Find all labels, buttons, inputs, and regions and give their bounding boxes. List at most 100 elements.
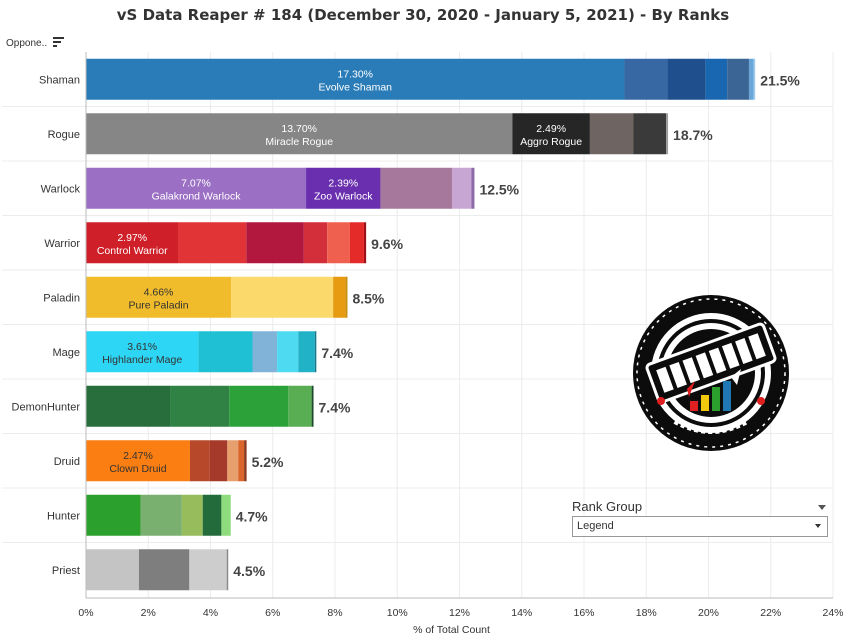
bar-segment — [86, 222, 179, 264]
bar-segment — [189, 440, 210, 482]
y-category-label: Priest — [52, 565, 80, 577]
bar-segment — [705, 58, 728, 100]
x-tick-label: 6% — [265, 607, 280, 619]
bar-segment — [288, 385, 312, 427]
segment-value-label: 2.97% — [117, 232, 147, 244]
bar-segment — [86, 331, 199, 373]
x-tick-label: 8% — [327, 607, 342, 619]
x-tick-label: 14% — [511, 607, 532, 619]
y-category-label: Mage — [52, 347, 80, 359]
bar-segment — [363, 222, 367, 264]
bar-segment — [753, 58, 756, 100]
bar-segment — [178, 222, 247, 264]
bar-segment — [349, 222, 364, 264]
bar-segment — [189, 549, 227, 591]
y-category-label: Paladin — [43, 292, 80, 304]
x-tick-label: 24% — [822, 607, 843, 619]
x-tick-label: 16% — [573, 607, 594, 619]
bar-segment — [138, 549, 190, 591]
x-tick-label: 2% — [141, 607, 156, 619]
bar-segment — [181, 494, 203, 536]
bar-segment — [314, 331, 317, 373]
segment-archetype-label: Galakrond Warlock — [152, 190, 242, 202]
bar-segment — [345, 276, 348, 318]
x-tick-label: 12% — [449, 607, 470, 619]
bar-segment — [252, 331, 278, 373]
x-tick-label: 0% — [78, 607, 93, 619]
bar-segment — [748, 58, 754, 100]
bar-segment — [327, 222, 350, 264]
y-category-label: Warrior — [44, 238, 80, 250]
bar-segment — [277, 331, 299, 373]
x-tick-label: 20% — [698, 607, 719, 619]
bar-segment — [170, 385, 230, 427]
bar-segment — [227, 440, 239, 482]
bar-total-label: 4.7% — [236, 508, 268, 524]
bar-segment — [86, 385, 171, 427]
bars: 17.30%Evolve Shaman 21.5% 13.70%Miracle Ro… — [86, 58, 800, 591]
bar-segment — [333, 276, 346, 318]
bar-total-label: 9.6% — [371, 236, 403, 252]
segment-archetype-label: Aggro Rogue — [520, 136, 582, 148]
chevron-down-icon — [815, 524, 821, 528]
segment-archetype-label: Clown Druid — [109, 463, 166, 475]
bar-segment — [221, 494, 231, 536]
segment-archetype-label: Highlander Mage — [102, 354, 182, 366]
bar-segment — [311, 385, 314, 427]
bar-total-label: 5.2% — [252, 454, 284, 470]
bar-segment — [452, 167, 472, 209]
bar-segment — [624, 58, 668, 100]
x-axis: 0% 2% 4% 6% 8% 10% 12% 14% 16% 18% 20% 22% 24% % of T… — [12, 52, 844, 636]
bar-segment — [298, 331, 315, 373]
segment-value-label: 4.66% — [144, 286, 174, 298]
segment-value-label: 17.30% — [337, 68, 373, 80]
bar-segment — [667, 58, 706, 100]
bar-total-label: 12.5% — [479, 181, 519, 197]
bar-total-label: 7.4% — [321, 345, 353, 361]
data-reaper-report-logo — [631, 293, 791, 458]
bar-segment — [231, 276, 334, 318]
sort-descending-icon[interactable] — [53, 37, 64, 47]
bar-segment — [86, 276, 232, 318]
bar-segment — [86, 494, 141, 536]
x-tick-label: 22% — [760, 607, 781, 619]
bar-total-label: 21.5% — [760, 72, 800, 88]
bar-segment — [86, 58, 625, 100]
chart-title: vS Data Reaper # 184 (December 30, 2020 … — [116, 6, 730, 24]
bar-segment — [246, 222, 304, 264]
segment-archetype-label: Zoo Warlock — [314, 190, 373, 202]
bar-total-label: 7.4% — [319, 399, 351, 415]
y-category-label: Druid — [54, 456, 80, 468]
segment-value-label: 2.39% — [328, 177, 358, 189]
bar-total-label: 4.5% — [233, 563, 265, 579]
segment-archetype-label: Miracle Rogue — [265, 136, 333, 148]
y-category-label: Rogue — [48, 129, 80, 141]
bar-segment — [512, 113, 590, 155]
rank-group-filter: Rank Group Legend — [572, 499, 828, 537]
bar-segment — [198, 331, 253, 373]
bar-segment — [86, 440, 190, 482]
bar-segment — [727, 58, 749, 100]
x-tick-label: 10% — [387, 607, 408, 619]
segment-archetype-label: Pure Paladin — [128, 299, 188, 311]
y-category-label: Shaman — [39, 74, 80, 86]
rank-group-dropdown[interactable]: Legend — [572, 516, 828, 537]
segment-value-label: 3.61% — [127, 341, 157, 353]
segment-value-label: 7.07% — [181, 177, 211, 189]
segment-archetype-label: Control Warrior — [97, 245, 168, 257]
segment-archetype-label: Evolve Shaman — [318, 81, 392, 93]
bar-segment — [140, 494, 182, 536]
bar-segment — [589, 113, 634, 155]
rank-group-selected-value: Legend — [577, 520, 614, 532]
bar-segment — [209, 440, 228, 482]
segment-value-label: 2.49% — [536, 123, 566, 135]
x-tick-label: 4% — [203, 607, 218, 619]
bar-segment — [86, 113, 513, 155]
rank-group-menu-icon[interactable] — [818, 505, 826, 510]
bar-segment — [666, 113, 669, 155]
y-category-label: DemonHunter — [12, 401, 81, 413]
bar-segment — [471, 167, 475, 209]
bar-segment — [86, 549, 139, 591]
row-header-opponent-class[interactable]: Oppone.. — [6, 38, 48, 49]
bar-segment — [380, 167, 453, 209]
